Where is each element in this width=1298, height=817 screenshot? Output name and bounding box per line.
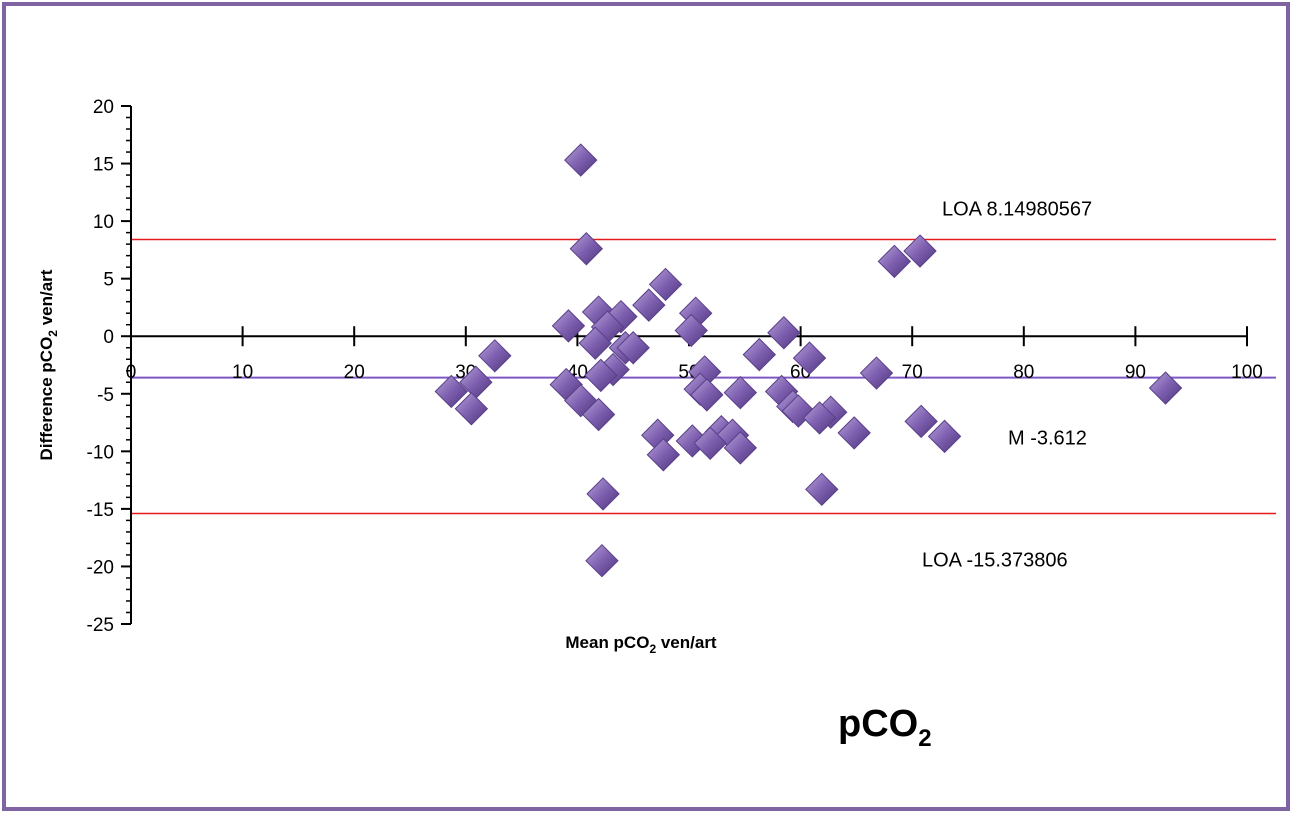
data-point xyxy=(1148,371,1183,405)
data-point xyxy=(632,288,666,322)
data-point xyxy=(564,143,598,177)
y-axis-title: Difference pCO2 ven/art xyxy=(37,269,60,460)
data-points xyxy=(434,143,1183,578)
y-tick-label: 15 xyxy=(93,155,114,176)
reference-line-label-0: LOA 8.14980567 xyxy=(942,199,1092,221)
data-point xyxy=(723,375,758,410)
data-point xyxy=(723,431,758,465)
data-point xyxy=(693,426,727,460)
y-tick-label: 10 xyxy=(93,212,114,233)
x-tick-label: 70 xyxy=(902,362,923,383)
data-point xyxy=(584,358,618,393)
chart-title: pCO2 xyxy=(838,703,932,752)
x-tick-label: 20 xyxy=(344,362,365,383)
x-tick-label: 10 xyxy=(232,362,253,383)
axes: 20151050-5-10-15-20-25010203040506070809… xyxy=(87,97,1263,636)
data-point xyxy=(767,316,801,350)
data-point xyxy=(837,416,871,450)
annotations: Difference pCO2 ven/art Mean pCO2 ven/art… xyxy=(37,199,1092,752)
reference-line-label-1: M -3.612 xyxy=(1008,428,1087,450)
data-point xyxy=(805,472,839,507)
y-tick-label: 0 xyxy=(103,327,114,348)
data-point xyxy=(648,267,683,302)
data-point xyxy=(792,341,827,375)
reference-line-label-2: LOA -15.373806 xyxy=(922,549,1068,571)
y-tick-label: -5 xyxy=(97,385,114,406)
data-point xyxy=(478,339,512,373)
data-point xyxy=(569,232,604,266)
x-tick-label: 80 xyxy=(1013,362,1034,383)
x-tick-label: 100 xyxy=(1231,362,1263,383)
data-point xyxy=(585,543,619,578)
y-tick-label: -25 xyxy=(87,615,114,636)
data-point xyxy=(434,374,468,409)
x-tick-label: 0 xyxy=(126,362,137,383)
x-tick-label: 90 xyxy=(1125,362,1146,383)
data-point xyxy=(674,313,708,348)
data-point xyxy=(646,438,681,472)
data-point xyxy=(903,234,937,268)
data-point xyxy=(802,401,837,435)
data-point xyxy=(690,378,724,412)
y-tick-label: -15 xyxy=(87,500,114,521)
data-point xyxy=(859,356,894,390)
x-axis-title: Mean pCO2 ven/art xyxy=(565,633,717,656)
data-point xyxy=(586,477,620,511)
y-tick-label: 5 xyxy=(103,270,114,291)
y-tick-label: -10 xyxy=(87,442,114,463)
data-point xyxy=(616,331,650,365)
data-point xyxy=(551,309,586,343)
data-point xyxy=(581,397,616,432)
data-point xyxy=(904,404,938,439)
y-tick-label: -20 xyxy=(87,557,114,578)
y-tick-label: 20 xyxy=(93,97,114,118)
data-point xyxy=(742,337,777,372)
data-point xyxy=(454,392,489,426)
data-point xyxy=(877,244,912,279)
data-point xyxy=(578,326,612,360)
data-point xyxy=(927,419,962,454)
